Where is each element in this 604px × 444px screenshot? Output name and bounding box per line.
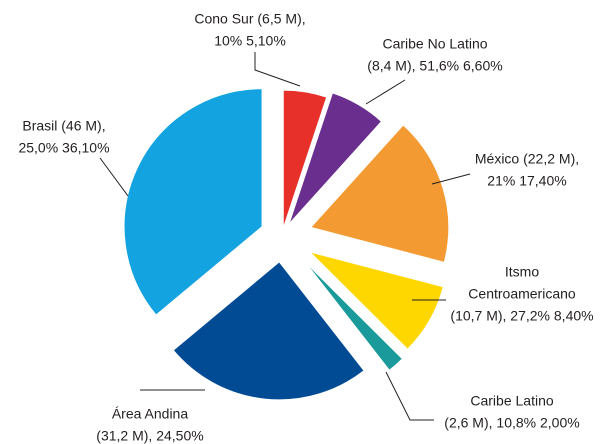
pie-slice (172, 261, 365, 401)
slice-label: Centroamericano (468, 286, 576, 302)
pie-slice (288, 92, 383, 225)
leader-line (385, 371, 434, 421)
slice-label: 10% 5,10% (214, 33, 286, 49)
slice-label: (10,7 M), 27,2% 8,40% (450, 308, 593, 324)
slice-label: Caribe No Latino (382, 36, 487, 52)
slice-label: 21% 17,40% (487, 173, 566, 189)
slice-label: (2,6 M), 10,8% 2,00% (444, 415, 579, 431)
leader-line (99, 157, 129, 197)
pie-slice (282, 89, 328, 229)
slice-label: Área Andina (112, 406, 188, 422)
leader-line (254, 52, 301, 87)
pie-slice (309, 124, 450, 263)
slice-label: México (22,2 M), (475, 151, 579, 167)
slice-label: 25,0% 36,10% (18, 140, 109, 156)
pie-slice (304, 261, 404, 371)
slice-label: Caribe Latino (470, 393, 553, 409)
leader-line (431, 173, 471, 185)
leader-line (365, 79, 406, 105)
pie-slice (308, 250, 444, 350)
slice-label: Itsmo (505, 264, 539, 280)
slice-label: (8,4 M), 51,6% 6,60% (367, 58, 502, 74)
pie-slice (123, 88, 263, 316)
slice-label: (31,2 M), 24,50% (96, 428, 203, 444)
slice-label: Brasil (46 M), (22, 118, 105, 134)
slice-label: Cono Sur (6,5 M), (194, 11, 305, 27)
